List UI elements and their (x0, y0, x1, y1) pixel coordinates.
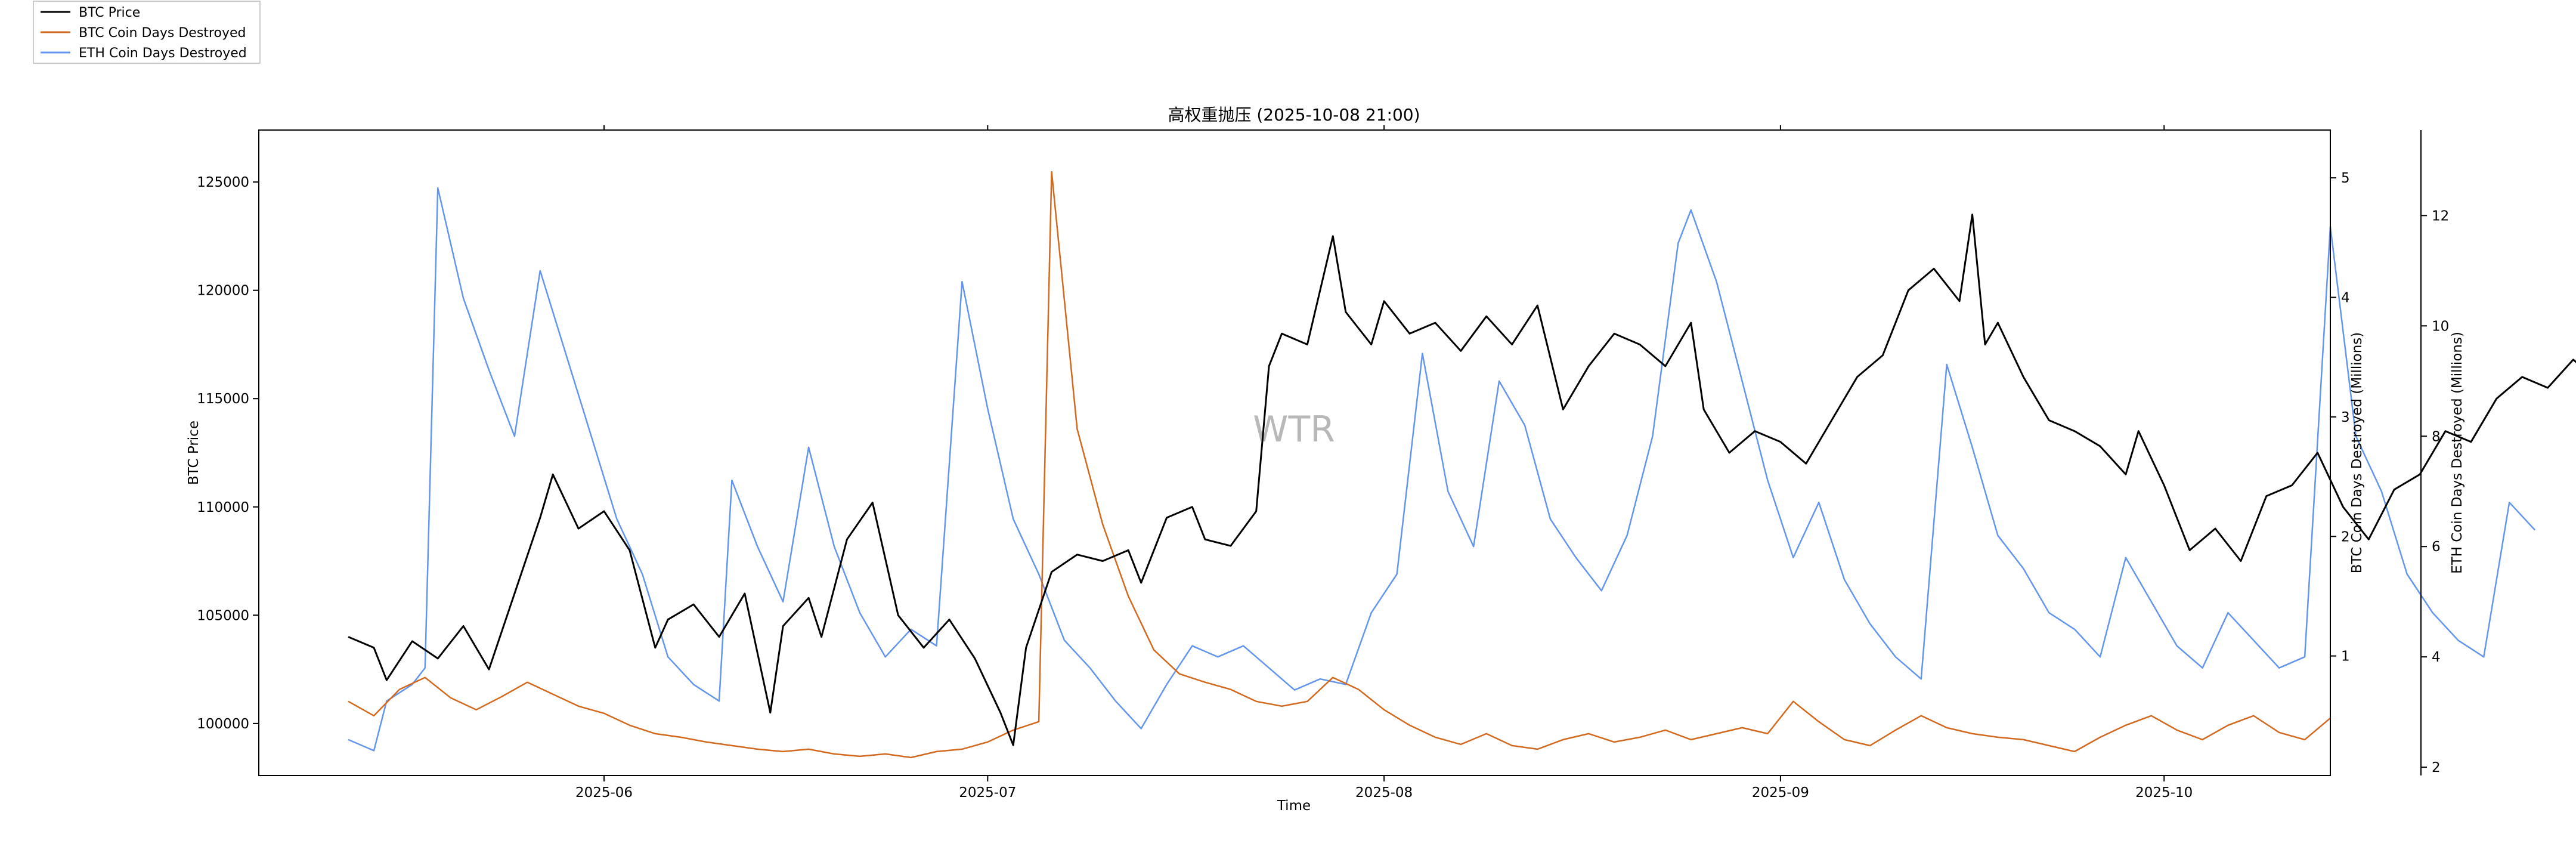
watermark: WTR (1253, 409, 1335, 450)
left-tick-label: 110000 (197, 500, 249, 515)
btc-cdd-axis-label: BTC Coin Days Destroyed (Millions) (2349, 332, 2365, 574)
x-tick-label: 2025-10 (2135, 785, 2193, 801)
series-line-btc-price (348, 214, 2576, 746)
right2-tick-label: 4 (2432, 650, 2441, 665)
right2-tick-label: 6 (2432, 539, 2441, 555)
right1-tick-label: 5 (2341, 171, 2350, 186)
left-tick-label: 115000 (197, 391, 249, 407)
x-tick-label: 2025-06 (575, 785, 633, 801)
right1-tick-label: 2 (2341, 529, 2350, 545)
x-axis-label: Time (1277, 798, 1311, 814)
series-layer (348, 171, 2576, 759)
left-tick-label: 125000 (197, 175, 249, 190)
series-line-btc-coin-days-destroyed (348, 171, 2331, 759)
legend-label-btc-cdd: BTC Coin Days Destroyed (79, 26, 246, 41)
series-line-eth-coin-days-destroyed (348, 187, 2536, 752)
left-axis-ticks: 100000 105000 110000 115000 120000 125000 (197, 175, 259, 732)
right2-tick-label: 2 (2432, 760, 2441, 775)
x-tick-label: 2025-08 (1355, 785, 1413, 801)
plot-frame (258, 129, 2331, 776)
btc-cdd-axis-ticks: 1 2 3 4 5 (2330, 171, 2350, 665)
left-tick-label: 105000 (197, 608, 249, 623)
left-tick-label: 120000 (197, 283, 249, 299)
right1-tick-label: 1 (2341, 649, 2350, 665)
x-tick-label: 2025-09 (1752, 785, 1809, 801)
left-axis-label: BTC Price (186, 421, 202, 485)
right2-tick-label: 10 (2432, 319, 2449, 334)
right2-tick-label: 12 (2432, 208, 2449, 224)
x-tick-label: 2025-07 (959, 785, 1016, 801)
legend-label-btc-price: BTC Price (79, 5, 140, 20)
right1-tick-label: 4 (2341, 291, 2350, 306)
left-tick-label: 100000 (197, 716, 249, 732)
eth-cdd-axis-ticks: 2 4 6 8 10 12 (2421, 208, 2449, 775)
right2-tick-label: 8 (2432, 429, 2441, 444)
right1-tick-label: 3 (2341, 410, 2350, 425)
chart-title: 高权重抛压 (2025-10-08 21:00) (1168, 105, 1420, 125)
legend-frame (33, 1, 261, 64)
x-axis-ticks: 2025-06 2025-07 2025-08 2025-09 2025-10 (575, 125, 2193, 801)
eth-cdd-axis-label: ETH Coin Days Destroyed (Millions) (2450, 332, 2465, 574)
legend-label-eth-cdd: ETH Coin Days Destroyed (79, 46, 247, 61)
legend: BTC Price BTC Coin Days Destroyed ETH Co… (33, 1, 261, 64)
